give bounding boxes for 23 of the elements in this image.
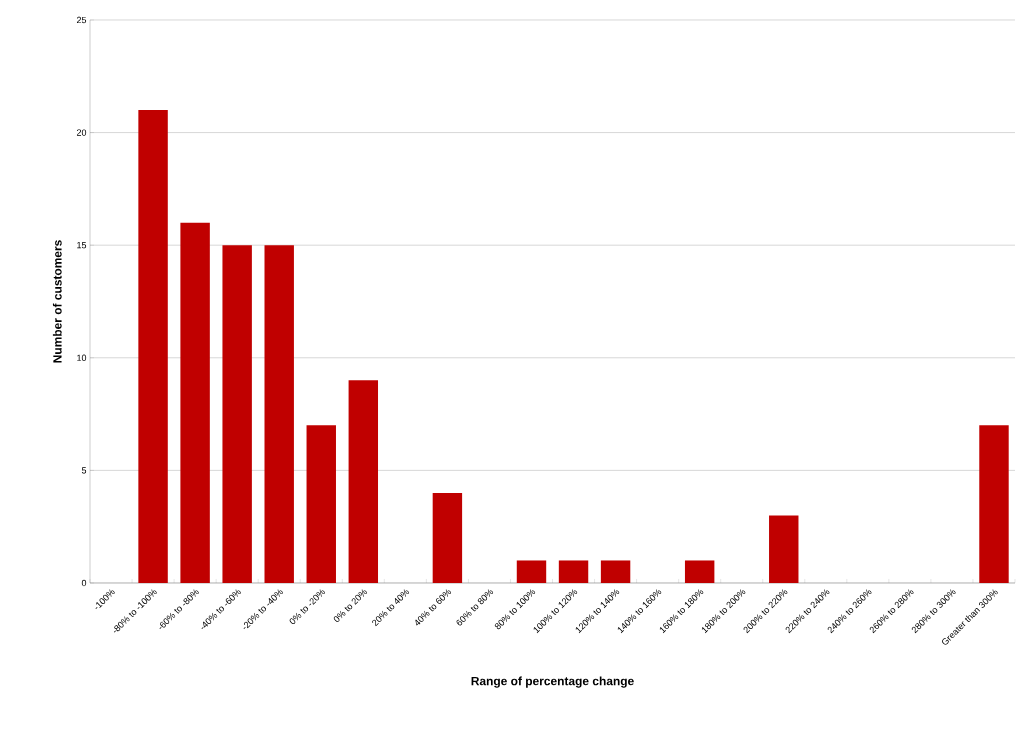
bar — [516, 560, 547, 583]
bar — [138, 110, 168, 583]
y-tick-label: 10 — [77, 354, 87, 361]
bar — [432, 492, 463, 583]
bar — [684, 560, 715, 583]
bar — [600, 560, 631, 583]
bar — [264, 245, 294, 583]
y-axis-title: Number of customers — [52, 240, 62, 363]
x-tick-label: 20% to 40% — [372, 589, 409, 627]
y-tick-label: 0 — [81, 579, 87, 587]
bar — [979, 425, 1009, 583]
x-axis-title: Range of percentage change — [471, 676, 634, 688]
x-tick-label: 40% to 60% — [415, 589, 452, 626]
bar — [306, 425, 336, 583]
y-tick-label: 20 — [76, 129, 87, 136]
bar — [180, 222, 210, 583]
y-tick-label: 25 — [76, 16, 87, 24]
bar — [769, 515, 799, 583]
bar — [222, 245, 252, 583]
y-tick-label: 15 — [77, 242, 87, 249]
y-tick-label: 5 — [81, 467, 87, 474]
bar — [348, 380, 379, 583]
bar — [558, 560, 589, 583]
